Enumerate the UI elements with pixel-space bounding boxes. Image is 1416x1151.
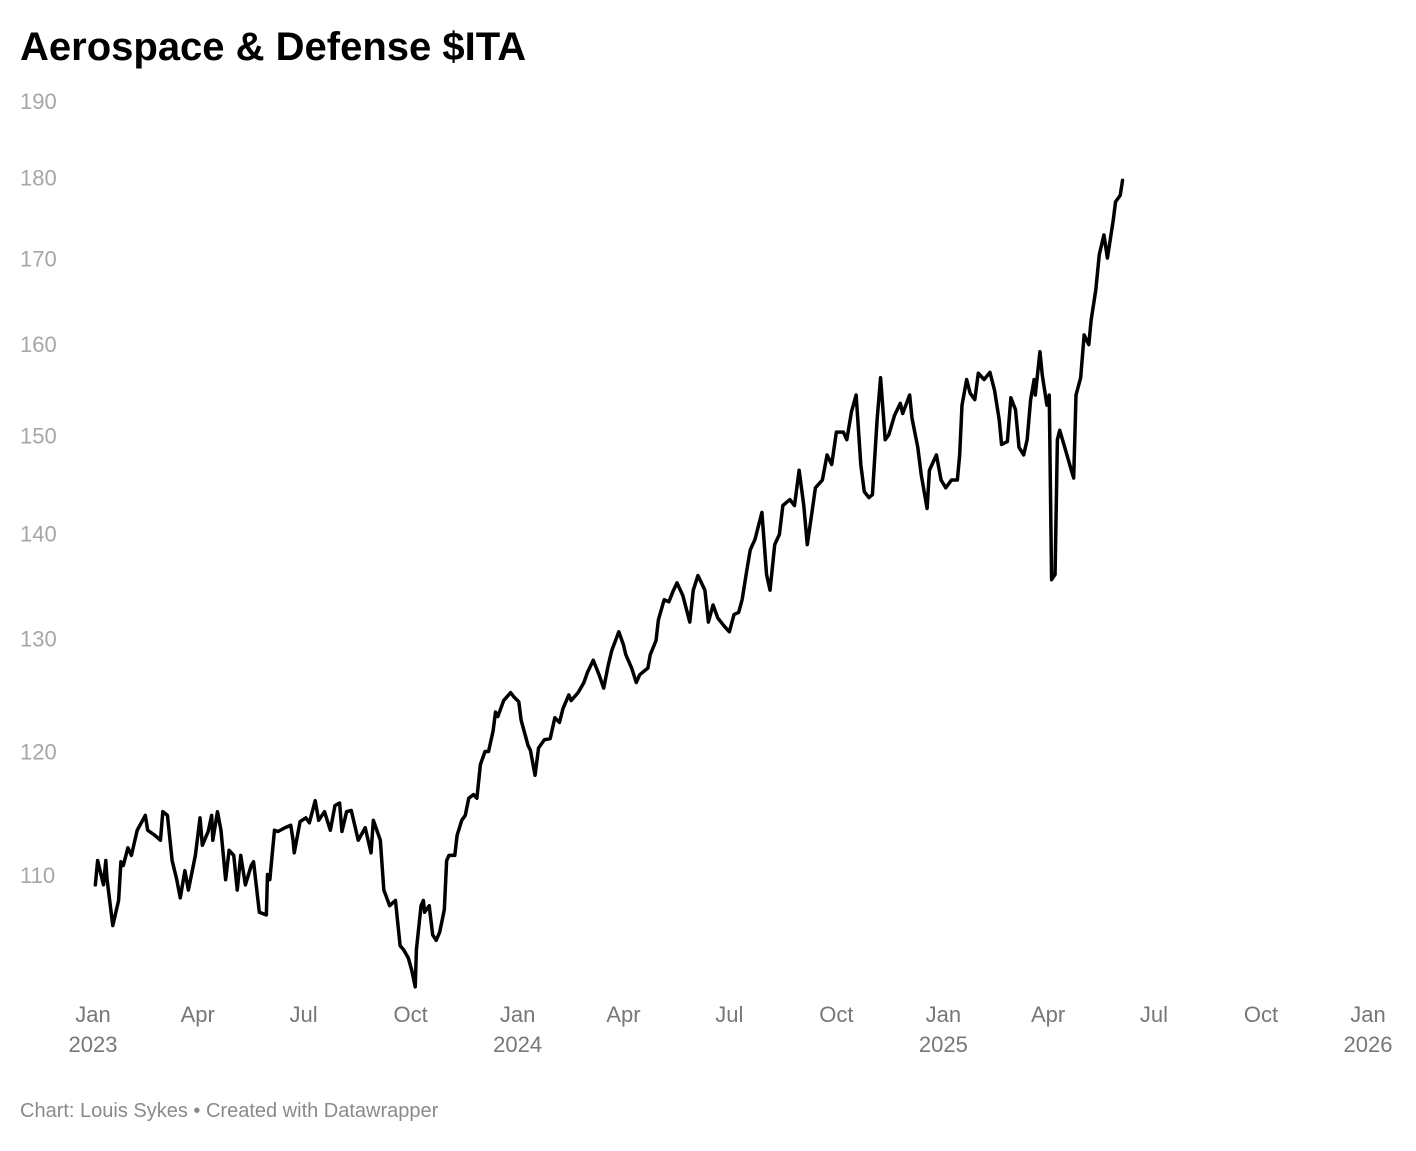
y-tick-label: 190 bbox=[20, 89, 57, 114]
x-tick-label: Apr bbox=[606, 1002, 640, 1027]
y-tick-label: 150 bbox=[20, 424, 57, 449]
chart-title: Aerospace & Defense $ITA bbox=[20, 25, 526, 69]
y-tick-label: 130 bbox=[20, 626, 57, 651]
x-tick-label: Oct bbox=[819, 1002, 853, 1027]
y-tick-label: 120 bbox=[20, 740, 57, 765]
x-tick-label: Jul bbox=[715, 1002, 743, 1027]
x-tick-label: Jan 2025 bbox=[919, 1002, 968, 1057]
x-tick-label: Oct bbox=[393, 1002, 427, 1027]
price-line bbox=[93, 178, 1125, 989]
x-tick-label: Jul bbox=[1140, 1002, 1168, 1027]
y-tick-label: 140 bbox=[20, 521, 57, 546]
y-tick-label: 180 bbox=[20, 165, 57, 190]
x-tick-label: Jan 2024 bbox=[493, 1002, 542, 1057]
x-tick-label: Jan 2023 bbox=[69, 1002, 118, 1057]
x-tick-label: Apr bbox=[1031, 1002, 1065, 1027]
y-tick-label: 160 bbox=[20, 332, 57, 357]
x-tick-label: Jul bbox=[289, 1002, 317, 1027]
x-tick-label: Apr bbox=[181, 1002, 215, 1027]
x-tick-label: Oct bbox=[1244, 1002, 1278, 1027]
y-tick-label: 110 bbox=[20, 863, 55, 888]
y-tick-label: 170 bbox=[20, 246, 57, 271]
footer: Chart: Louis Sykes • Created with Datawr… bbox=[20, 1100, 439, 1122]
x-tick-label: Jan 2026 bbox=[1344, 1002, 1393, 1057]
